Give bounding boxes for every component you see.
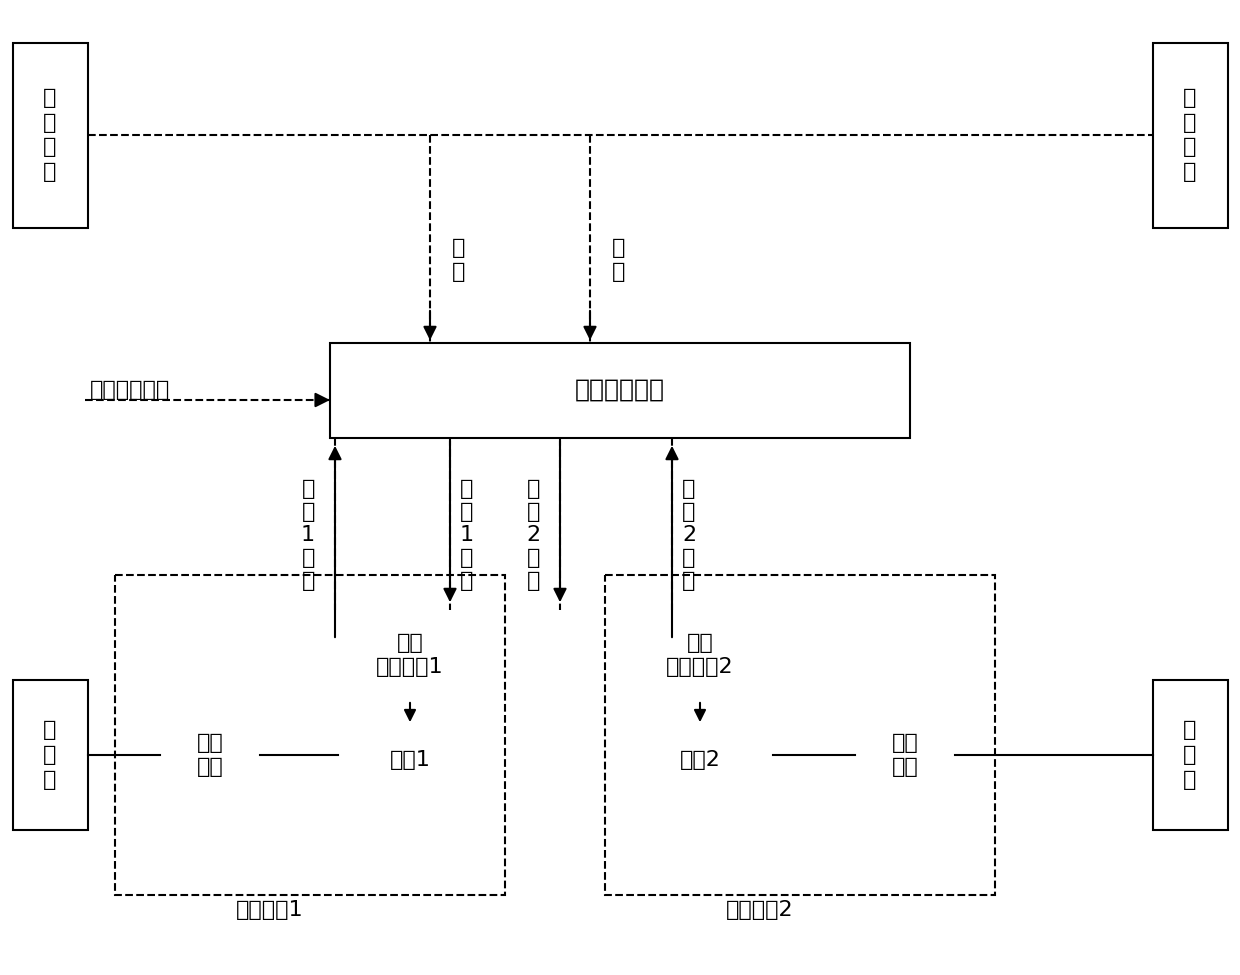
Text: 电机系统1: 电机系统1 [236, 900, 304, 920]
Bar [1152, 43, 1228, 227]
Text: 整车控制单元: 整车控制单元 [575, 378, 665, 402]
Bar [327, 610, 492, 700]
Bar [627, 725, 773, 795]
Text: 电机
控制单元1: 电机 控制单元1 [376, 633, 444, 678]
Text: 电机系统2: 电机系统2 [727, 900, 794, 920]
Text: 驱
动
轮: 驱 动 轮 [43, 721, 57, 790]
Text: 电机
控制单元2: 电机 控制单元2 [666, 633, 734, 678]
Text: 减速
机构: 减速 机构 [197, 732, 223, 777]
Bar [337, 725, 482, 795]
Text: 电
机
1
转
速: 电 机 1 转 速 [301, 479, 315, 592]
Bar [1152, 680, 1228, 830]
Text: 电机2: 电机2 [680, 750, 720, 770]
Text: 非
驱
动
轮: 非 驱 动 轮 [43, 88, 57, 182]
Text: 电
机
2
转
速: 电 机 2 转 速 [682, 479, 696, 592]
Bar [605, 575, 994, 895]
Bar [856, 705, 955, 805]
Bar [115, 575, 505, 895]
Text: 电
机
1
扭
矩: 电 机 1 扭 矩 [460, 479, 474, 592]
Text: 轮
速: 轮 速 [613, 239, 625, 282]
Text: 电
机
2
扭
矩: 电 机 2 扭 矩 [526, 479, 539, 592]
Bar [12, 680, 88, 830]
Bar [12, 43, 88, 227]
Bar [330, 342, 910, 438]
Bar [618, 610, 782, 700]
Text: 轮
速: 轮 速 [453, 239, 465, 282]
Text: 减速
机构: 减速 机构 [892, 732, 919, 777]
Text: 非
驱
动
轮: 非 驱 动 轮 [1183, 88, 1197, 182]
Text: 驱
动
轮: 驱 动 轮 [1183, 721, 1197, 790]
Text: 电机1: 电机1 [389, 750, 430, 770]
Text: 油门踏板信号: 油门踏板信号 [91, 380, 170, 400]
Bar [160, 705, 260, 805]
